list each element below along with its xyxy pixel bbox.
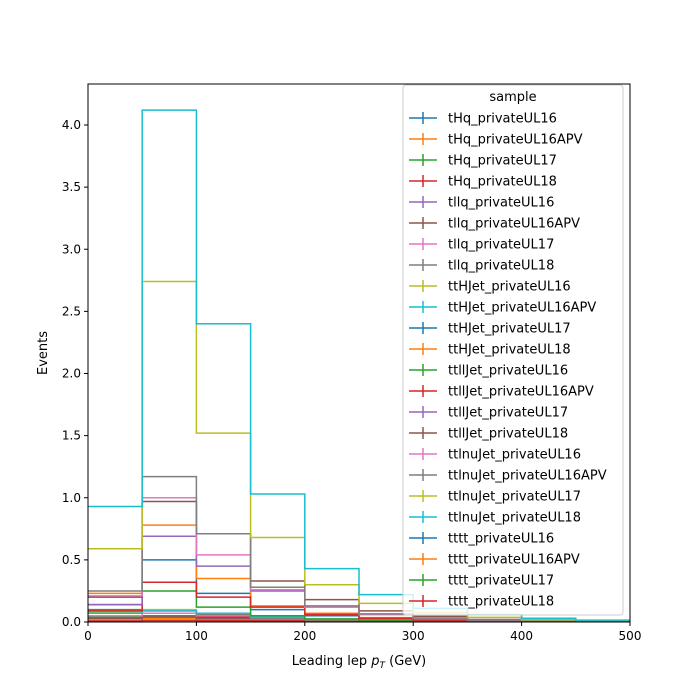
legend-label: tllq_privateUL18	[448, 259, 554, 274]
legend-label: ttllJet_privateUL16	[448, 364, 568, 379]
legend-label: tllq_privateUL17	[448, 238, 554, 253]
legend-label: tHq_privateUL18	[448, 175, 557, 190]
y-tick-label: 2.0	[62, 367, 81, 381]
legend-label: tHq_privateUL16	[448, 112, 557, 127]
legend-label: ttlnuJet_privateUL16APV	[448, 469, 607, 484]
legend-entries: tHq_privateUL16 tHq_privateUL16APV tHq_pri…	[409, 112, 607, 610]
legend-entry: ttHJet_privateUL18	[409, 343, 571, 358]
legend-entry: ttllJet_privateUL17	[409, 406, 568, 421]
x-tick-label: 200	[293, 629, 316, 643]
legend-label: tttt_privateUL16	[448, 532, 554, 547]
legend-label: tttt_privateUL17	[448, 574, 554, 589]
x-tick-label: 300	[402, 629, 425, 643]
legend-entry: tttt_privateUL16	[409, 532, 554, 547]
legend-entry: ttlnuJet_privateUL18	[409, 511, 581, 526]
y-tick-label: 2.5	[62, 304, 81, 318]
y-tick-label: 0.5	[62, 553, 81, 567]
legend-label: ttllJet_privateUL17	[448, 406, 568, 421]
legend-label: ttHJet_privateUL16	[448, 280, 571, 295]
legend-label: ttlnuJet_privateUL16	[448, 448, 581, 463]
histogram-series-ttlnuJet_privateUL16APV	[88, 475, 630, 622]
y-tick-label: 4.0	[62, 118, 81, 132]
legend-label: tHq_privateUL17	[448, 154, 557, 169]
legend-entry: ttlnuJet_privateUL17	[409, 490, 581, 505]
legend-entry: ttllJet_privateUL18	[409, 427, 568, 442]
y-axis-label: Events	[36, 331, 51, 375]
legend-label: tttt_privateUL18	[448, 595, 554, 610]
axes-frame	[87, 83, 631, 623]
legend-label: ttHJet_privateUL17	[448, 322, 571, 337]
legend-label: tttt_privateUL16APV	[448, 553, 580, 568]
legend-title: sample	[489, 90, 536, 105]
legend-entry: tHq_privateUL16APV	[409, 133, 583, 148]
legend-entry: tHq_privateUL17	[409, 154, 557, 169]
legend-entry: tllq_privateUL16	[409, 196, 554, 211]
legend-entry: tllq_privateUL18	[409, 259, 554, 274]
legend-entry: ttllJet_privateUL16	[409, 364, 568, 379]
legend-label: ttllJet_privateUL18	[448, 427, 568, 442]
legend-label: ttlnuJet_privateUL17	[448, 490, 581, 505]
legend-entry: tttt_privateUL16APV	[409, 553, 580, 568]
legend-label: ttllJet_privateUL16APV	[448, 385, 594, 400]
legend-label: ttHJet_privateUL16APV	[448, 301, 596, 316]
x-tick-label: 400	[510, 629, 533, 643]
y-tick-label: 3.0	[62, 242, 81, 256]
legend-label: tllq_privateUL16	[448, 196, 554, 211]
legend-label: tllq_privateUL16APV	[448, 217, 580, 232]
legend-entry: tHq_privateUL16	[409, 112, 557, 127]
legend-entry: ttHJet_privateUL17	[409, 322, 571, 337]
legend-entry: ttllJet_privateUL16APV	[409, 385, 594, 400]
y-tick-label: 3.5	[62, 180, 81, 194]
legend-entry: tttt_privateUL17	[409, 574, 554, 589]
x-axis-label: Leading lep pT (GeV)	[292, 654, 426, 671]
legend-entry: tllq_privateUL16APV	[409, 217, 580, 232]
legend-entry: ttlnuJet_privateUL16APV	[409, 469, 607, 484]
y-tick-label: 1.0	[62, 491, 81, 505]
y-tick-label: 0.0	[62, 615, 81, 629]
legend-entry: tHq_privateUL18	[409, 175, 557, 190]
legend: sample tHq_privateUL16 tHq_privateUL16APV…	[402, 84, 624, 616]
legend-entry: ttHJet_privateUL16APV	[409, 301, 596, 316]
plot-area: 0 100 200 300 400 500 0.0 0.5 1.0 1.5 2.0 2.5 3.0 3.…	[62, 83, 641, 643]
x-tick-label: 500	[619, 629, 642, 643]
legend-label: ttHJet_privateUL18	[448, 343, 571, 358]
legend-entry: ttHJet_privateUL16	[409, 280, 571, 295]
x-tick-label: 0	[84, 629, 92, 643]
legend-box	[402, 84, 624, 616]
y-axis-ticks: 0.0 0.5 1.0 1.5 2.0 2.5 3.0 3.5 4.0	[62, 118, 88, 629]
legend-entry: ttlnuJet_privateUL16	[409, 448, 581, 463]
legend-entry: tllq_privateUL17	[409, 238, 554, 253]
y-tick-label: 1.5	[62, 429, 81, 443]
x-tick-label: 100	[185, 629, 208, 643]
histogram-series-ttlnuJet_privateUL18	[88, 109, 630, 621]
legend-entry: tttt_privateUL18	[409, 595, 554, 610]
legend-label: ttlnuJet_privateUL18	[448, 511, 581, 526]
legend-label: tHq_privateUL16APV	[448, 133, 583, 148]
x-axis-ticks: 0 100 200 300 400 500	[84, 622, 641, 643]
